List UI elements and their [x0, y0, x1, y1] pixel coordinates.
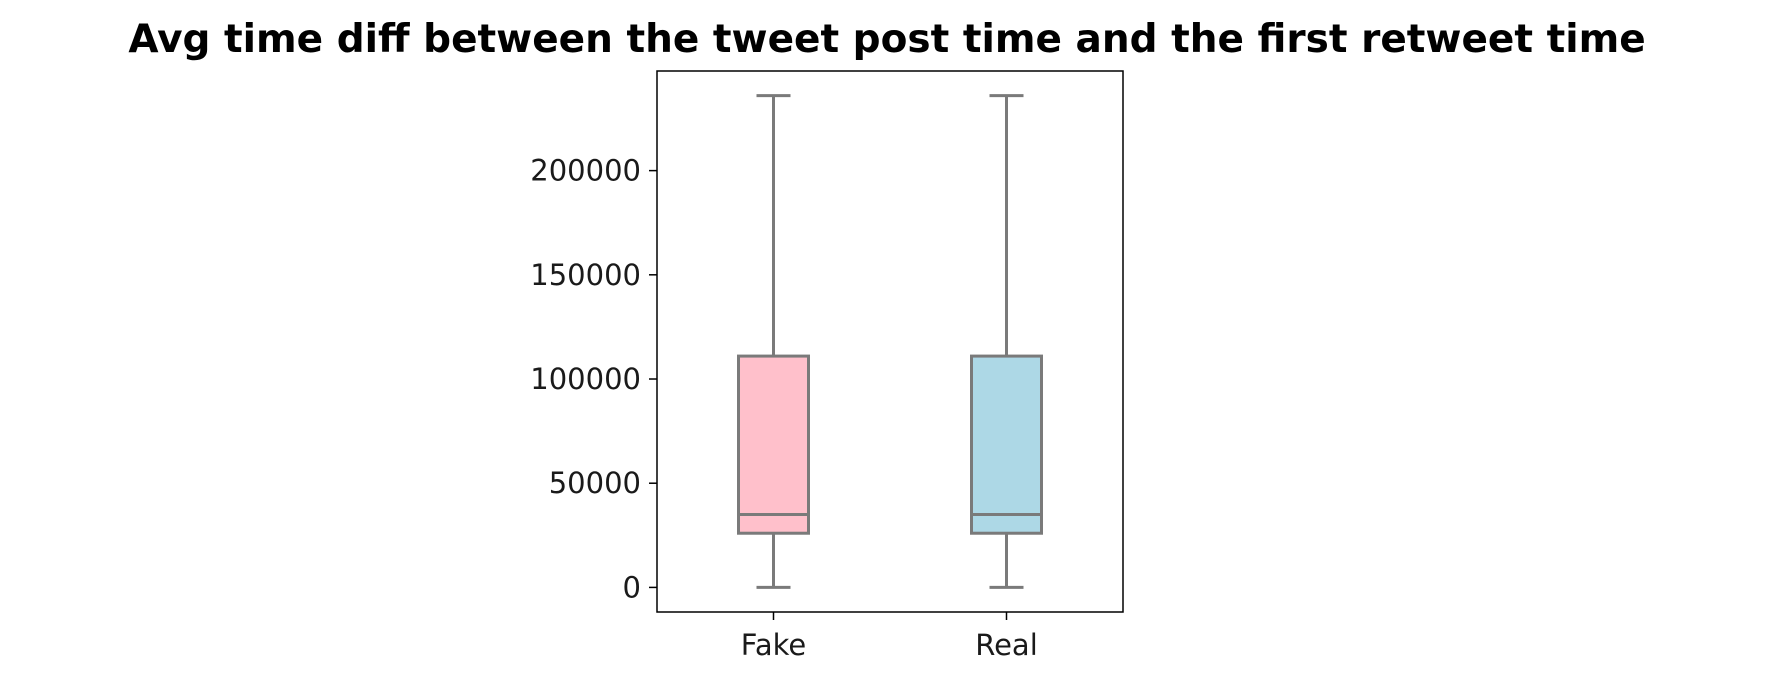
y-tick-label: 150000	[530, 258, 641, 292]
y-tick-label: 50000	[549, 466, 641, 500]
y-tick-label: 200000	[530, 154, 641, 188]
plot-area: 0 50000 100000 150000 200000 Fake Real	[530, 94, 1043, 662]
box-real	[970, 354, 1043, 535]
x-tick-label: Fake	[741, 628, 806, 662]
box-fake	[737, 354, 810, 535]
y-tick-label: 0	[623, 570, 641, 604]
plot-frame	[656, 70, 1124, 613]
x-tick-label: Real	[975, 628, 1038, 662]
y-tick-label: 100000	[530, 362, 641, 396]
chart-title: Avg time diff between the tweet post tim…	[128, 17, 1645, 62]
